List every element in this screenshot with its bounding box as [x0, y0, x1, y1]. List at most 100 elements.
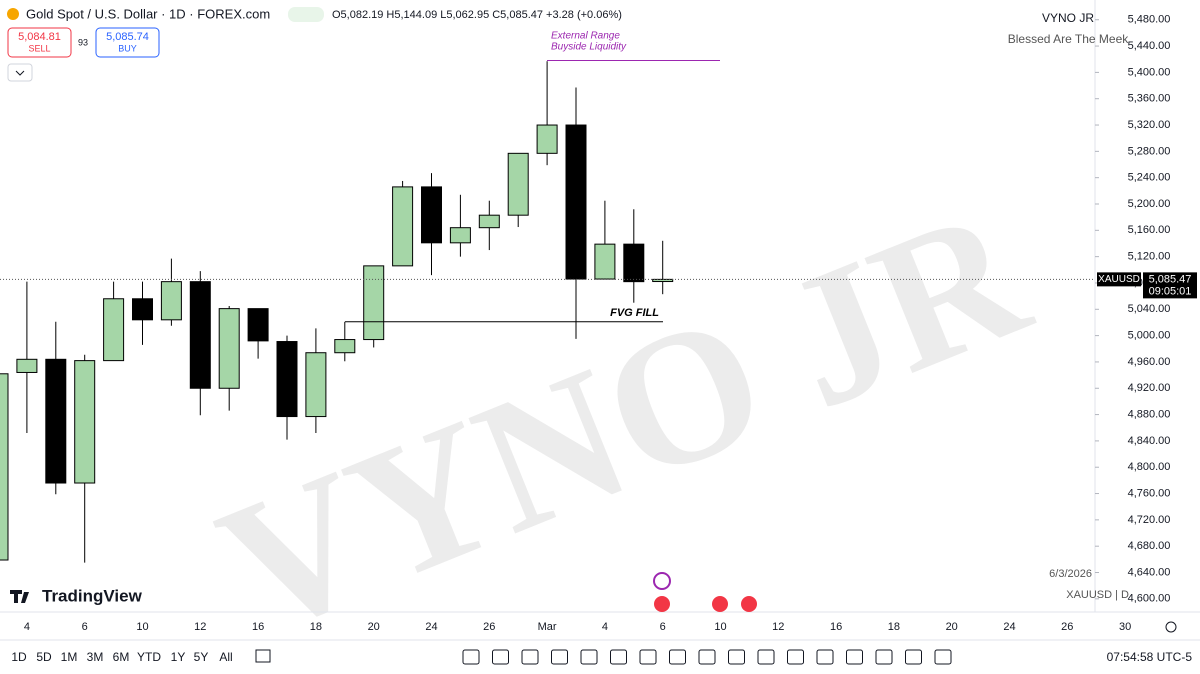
y-tick-label: 5,040.00: [1128, 303, 1171, 315]
drawing-tool[interactable]: [492, 649, 509, 665]
symbol-icon: [7, 8, 19, 20]
y-tick-label: 5,320.00: [1128, 119, 1171, 131]
settings-icon[interactable]: [1165, 621, 1177, 633]
sell-label[interactable]: SELL: [28, 43, 50, 53]
symbol-tag: [1097, 272, 1141, 287]
y-tick-label: 4,880.00: [1128, 408, 1171, 420]
candle-body: [421, 186, 442, 244]
x-tick-label: 16: [830, 621, 842, 633]
candle-body: [45, 358, 67, 484]
candle-body: [103, 298, 125, 362]
x-tick-label: 16: [252, 621, 264, 633]
period-button[interactable]: 5D: [36, 650, 52, 664]
candle-body: [276, 341, 298, 418]
x-tick-label: 30: [1119, 621, 1131, 633]
x-tick-label: 12: [194, 621, 206, 633]
countdown: 09:05:01: [1149, 285, 1192, 297]
period-button[interactable]: 1D: [11, 650, 27, 664]
logo: TradingView: [42, 586, 143, 605]
x-tick-label: 6: [82, 621, 88, 633]
candle-body: [507, 152, 529, 216]
y-tick-label: 5,360.00: [1128, 93, 1171, 105]
event-icon[interactable]: [654, 596, 670, 612]
drawing-tool[interactable]: [669, 649, 686, 665]
date: 6/3/2026: [1049, 568, 1092, 580]
x-tick-label: 18: [888, 621, 900, 633]
drawing-tool[interactable]: [610, 649, 627, 665]
drawing-tool[interactable]: [580, 649, 598, 665]
event-icon[interactable]: [741, 596, 757, 612]
candle-body: [132, 298, 153, 321]
drawing-tool[interactable]: [551, 649, 568, 665]
buy-label[interactable]: BUY: [118, 43, 137, 53]
drawing-tool[interactable]: [521, 649, 539, 665]
y-tick-label: 5,200.00: [1128, 198, 1171, 210]
x-tick-label: 10: [714, 621, 726, 633]
y-tick-label: 4,600.00: [1128, 593, 1171, 605]
drawing-tool[interactable]: [846, 649, 863, 665]
candle-body: [189, 281, 211, 389]
y-tick-label: 5,240.00: [1128, 172, 1171, 184]
drawing-tool[interactable]: [905, 649, 922, 665]
y-tick-label: 5,280.00: [1128, 145, 1171, 157]
x-tick-label: 20: [946, 621, 958, 633]
x-tick-label: 26: [1061, 621, 1073, 633]
period-button[interactable]: YTD: [137, 650, 161, 664]
collapse-button[interactable]: [7, 63, 33, 82]
status-badge: [288, 7, 324, 22]
event-icon[interactable]: [712, 596, 728, 612]
drawing-tool[interactable]: [639, 649, 657, 665]
y-tick-label: 4,920.00: [1128, 382, 1171, 394]
candle-body: [247, 308, 269, 342]
period-button[interactable]: All: [219, 650, 232, 664]
drawing-tool[interactable]: [934, 649, 952, 665]
symbol-title: Gold Spot / U.S. Dollar · 1D · FOREX.com: [26, 6, 270, 21]
candle-body: [0, 373, 9, 561]
y-tick-label: 4,800.00: [1128, 461, 1171, 473]
candle-body: [623, 243, 645, 283]
x-tick-label: 6: [660, 621, 666, 633]
x-tick-label: 24: [425, 621, 437, 633]
period-button[interactable]: 6M: [113, 650, 130, 664]
candle-body: [449, 227, 471, 244]
x-tick-label: 20: [368, 621, 380, 633]
period-button[interactable]: 5Y: [194, 650, 209, 664]
watermark: VYNO JR: [194, 167, 1052, 674]
y-tick-label: 5,000.00: [1128, 330, 1171, 342]
candle-body: [652, 278, 674, 283]
buy-button[interactable]: [95, 27, 160, 58]
x-tick-label: 18: [310, 621, 322, 633]
author: VYNO JR: [1042, 11, 1094, 25]
x-tick-label: 4: [24, 621, 30, 633]
price-tag: [1143, 272, 1197, 299]
sell-button[interactable]: [7, 27, 72, 58]
candle-body: [392, 186, 414, 267]
event-icon[interactable]: [653, 572, 671, 590]
drawing-tool[interactable]: [816, 649, 834, 665]
drawing-tool[interactable]: [787, 649, 804, 665]
period-button[interactable]: 1Y: [171, 650, 186, 664]
drawing-tool[interactable]: [728, 649, 745, 665]
date-range-icon[interactable]: [255, 649, 271, 663]
annotation-text: Buyside Liquidity: [551, 42, 627, 53]
drawing-tool[interactable]: [698, 649, 716, 665]
drawing-tool[interactable]: [462, 649, 480, 665]
y-tick-label: 5,400.00: [1128, 66, 1171, 78]
drawing-tool[interactable]: [757, 649, 775, 665]
y-tick-label: 4,760.00: [1128, 487, 1171, 499]
period-button[interactable]: 3M: [87, 650, 104, 664]
annotation-text: External Range: [551, 31, 620, 42]
buy-price[interactable]: 5,085.74: [106, 31, 149, 43]
x-tick-label: 26: [483, 621, 495, 633]
period-button[interactable]: 1M: [61, 650, 78, 664]
y-tick-label: 4,680.00: [1128, 540, 1171, 552]
y-tick-label: 4,720.00: [1128, 514, 1171, 526]
y-tick-label: 5,480.00: [1128, 14, 1171, 26]
candle-body: [16, 358, 38, 373]
y-tick-label: 4,640.00: [1128, 566, 1171, 578]
sell-price[interactable]: 5,084.81: [18, 31, 61, 43]
candle-body: [160, 281, 182, 321]
drawing-tool[interactable]: [875, 649, 893, 665]
